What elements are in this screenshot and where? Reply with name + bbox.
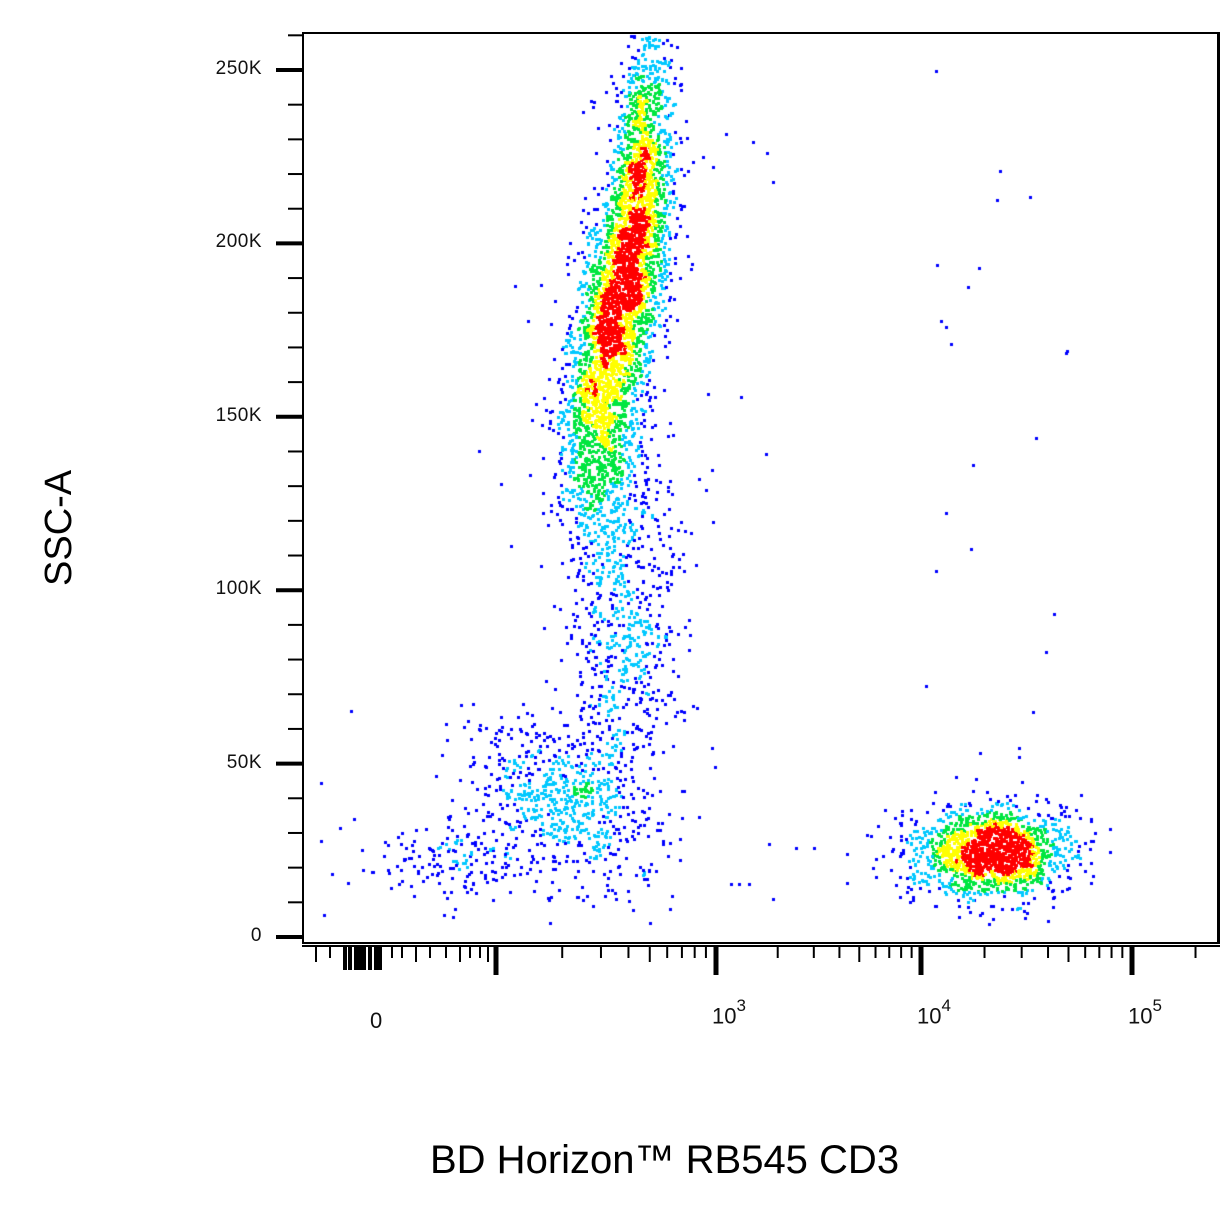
x-tick-label: 0 [370, 1008, 382, 1034]
x-tick-label: 103 [712, 996, 746, 1029]
x-tick-base: 10 [712, 1003, 737, 1029]
y-tick-label: 150K [215, 404, 262, 426]
y-tick-label: 100K [215, 578, 262, 600]
x-tick-base: 0 [370, 1008, 383, 1033]
x-axis-title: BD Horizon™ RB545 CD3 [430, 1138, 900, 1182]
x-tick-label: 105 [1128, 996, 1162, 1029]
y-tick-label: 0 [250, 925, 262, 946]
x-tick-exponent: 5 [1152, 996, 1162, 1015]
x-tick-exponent: 4 [941, 996, 951, 1015]
y-tick-label: 250K [215, 58, 262, 79]
y-tick-label: 50K [226, 751, 262, 773]
x-tick-base: 10 [1128, 1003, 1153, 1029]
y-axis-title: SSC-A [38, 469, 80, 586]
y-tick-label: 200K [215, 231, 262, 253]
x-tick-base: 10 [917, 1003, 942, 1029]
density-scatter [304, 34, 1218, 942]
x-tick-exponent: 3 [736, 996, 746, 1015]
x-tick-label: 104 [917, 996, 951, 1029]
